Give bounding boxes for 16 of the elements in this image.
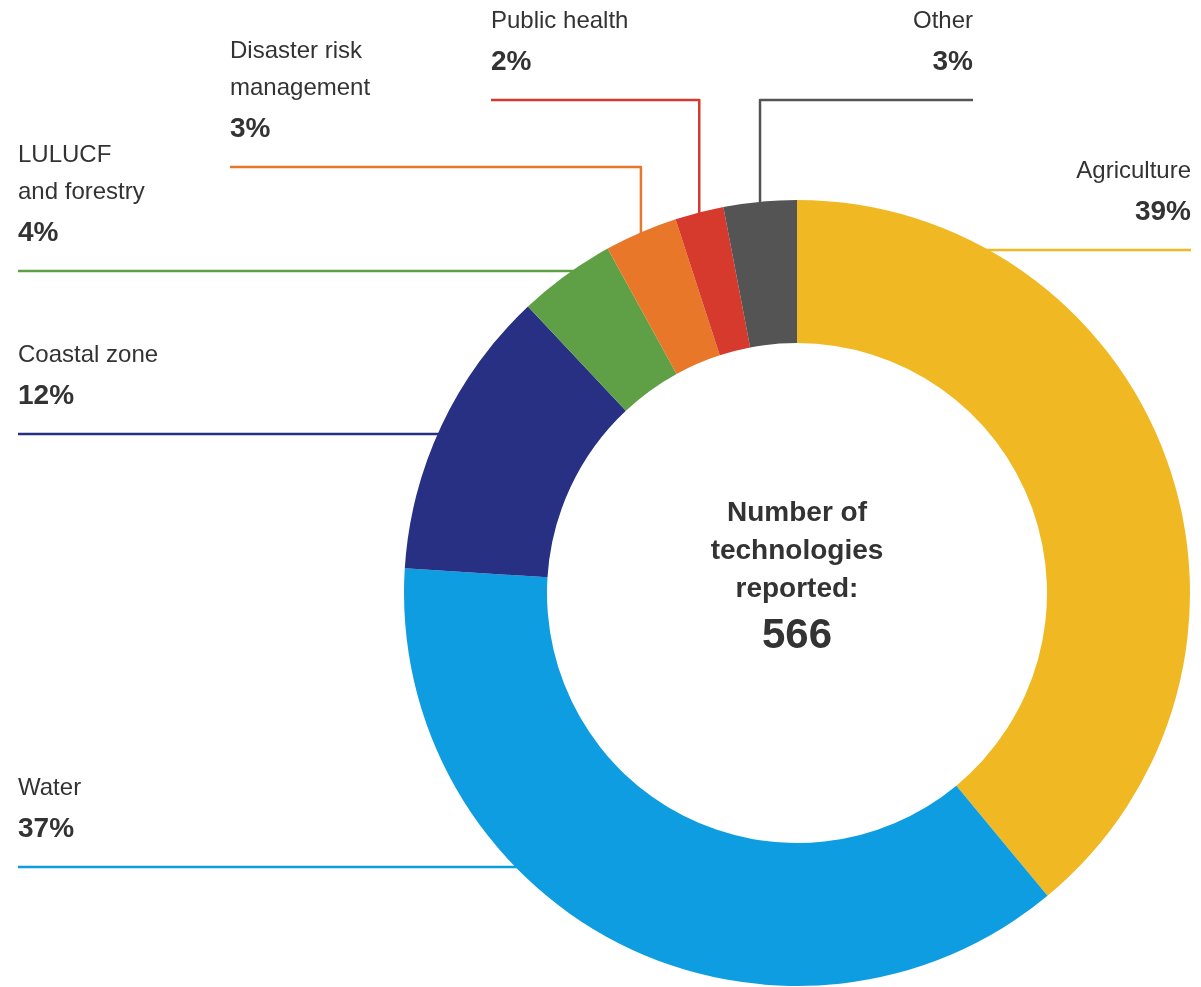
- text: Number of technologies reported:: [709, 495, 885, 605]
- data-label: 4%: [18, 216, 59, 247]
- data-label: 3%: [932, 45, 974, 76]
- data-label: 3%: [230, 112, 271, 143]
- slice-label: Water: [18, 773, 82, 800]
- text: 566: [760, 609, 834, 659]
- slice-label: Coastal zone: [18, 340, 159, 367]
- slice-label: LULUCF and forestry: [18, 140, 145, 204]
- data-label: 39%: [1134, 195, 1192, 226]
- data-label: 2%: [491, 45, 532, 76]
- slice-label: Other: [912, 6, 973, 33]
- slice-label: Public health: [491, 6, 629, 33]
- data-label: 37%: [18, 812, 75, 843]
- slice-label: Agriculture: [1076, 156, 1191, 183]
- slice-label: Disaster risk management: [230, 36, 371, 100]
- data-label: 12%: [18, 379, 75, 410]
